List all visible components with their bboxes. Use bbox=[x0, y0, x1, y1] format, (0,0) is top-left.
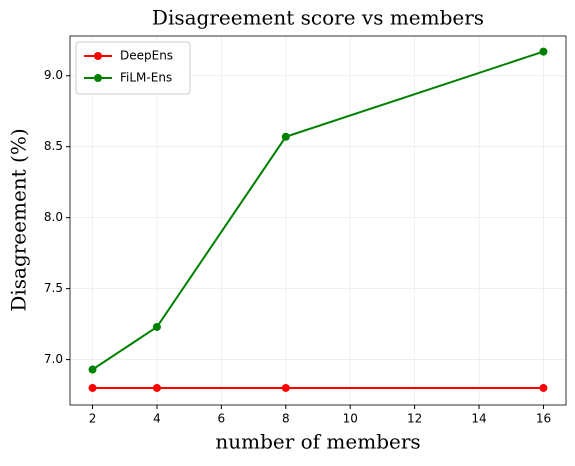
point bbox=[88, 365, 97, 374]
x-tick-label: 2 bbox=[89, 412, 97, 426]
legend-marker bbox=[94, 74, 102, 82]
y-tick-label: 8.0 bbox=[44, 210, 63, 224]
x-tick-label: 16 bbox=[536, 412, 551, 426]
x-tick-label: 4 bbox=[153, 412, 161, 426]
legend-label: FiLM-Ens bbox=[120, 71, 172, 85]
y-axis-label: Disagreement (%) bbox=[7, 128, 31, 311]
chart-title: Disagreement score vs members bbox=[152, 6, 484, 30]
point bbox=[281, 383, 290, 392]
y-tick-label: 7.0 bbox=[44, 352, 63, 366]
y-tick-label: 7.5 bbox=[44, 281, 63, 295]
x-tick-label: 8 bbox=[282, 412, 290, 426]
point bbox=[281, 132, 290, 141]
line bbox=[91, 50, 544, 371]
x-axis-label: number of members bbox=[215, 430, 420, 454]
point bbox=[152, 383, 161, 392]
point bbox=[539, 383, 548, 392]
point bbox=[539, 47, 548, 56]
y-tick-label: 9.0 bbox=[44, 68, 63, 82]
legend-marker bbox=[94, 52, 102, 60]
x-tick-label: 6 bbox=[218, 412, 226, 426]
x-tick-label: 10 bbox=[343, 412, 358, 426]
x-tick-label: 14 bbox=[471, 412, 486, 426]
point bbox=[88, 383, 97, 392]
plot-frame bbox=[69, 35, 567, 406]
legend-label: DeepEns bbox=[120, 49, 173, 63]
y-tick-label: 8.5 bbox=[44, 139, 63, 153]
x-tick-label: 12 bbox=[407, 412, 422, 426]
point bbox=[152, 322, 161, 331]
